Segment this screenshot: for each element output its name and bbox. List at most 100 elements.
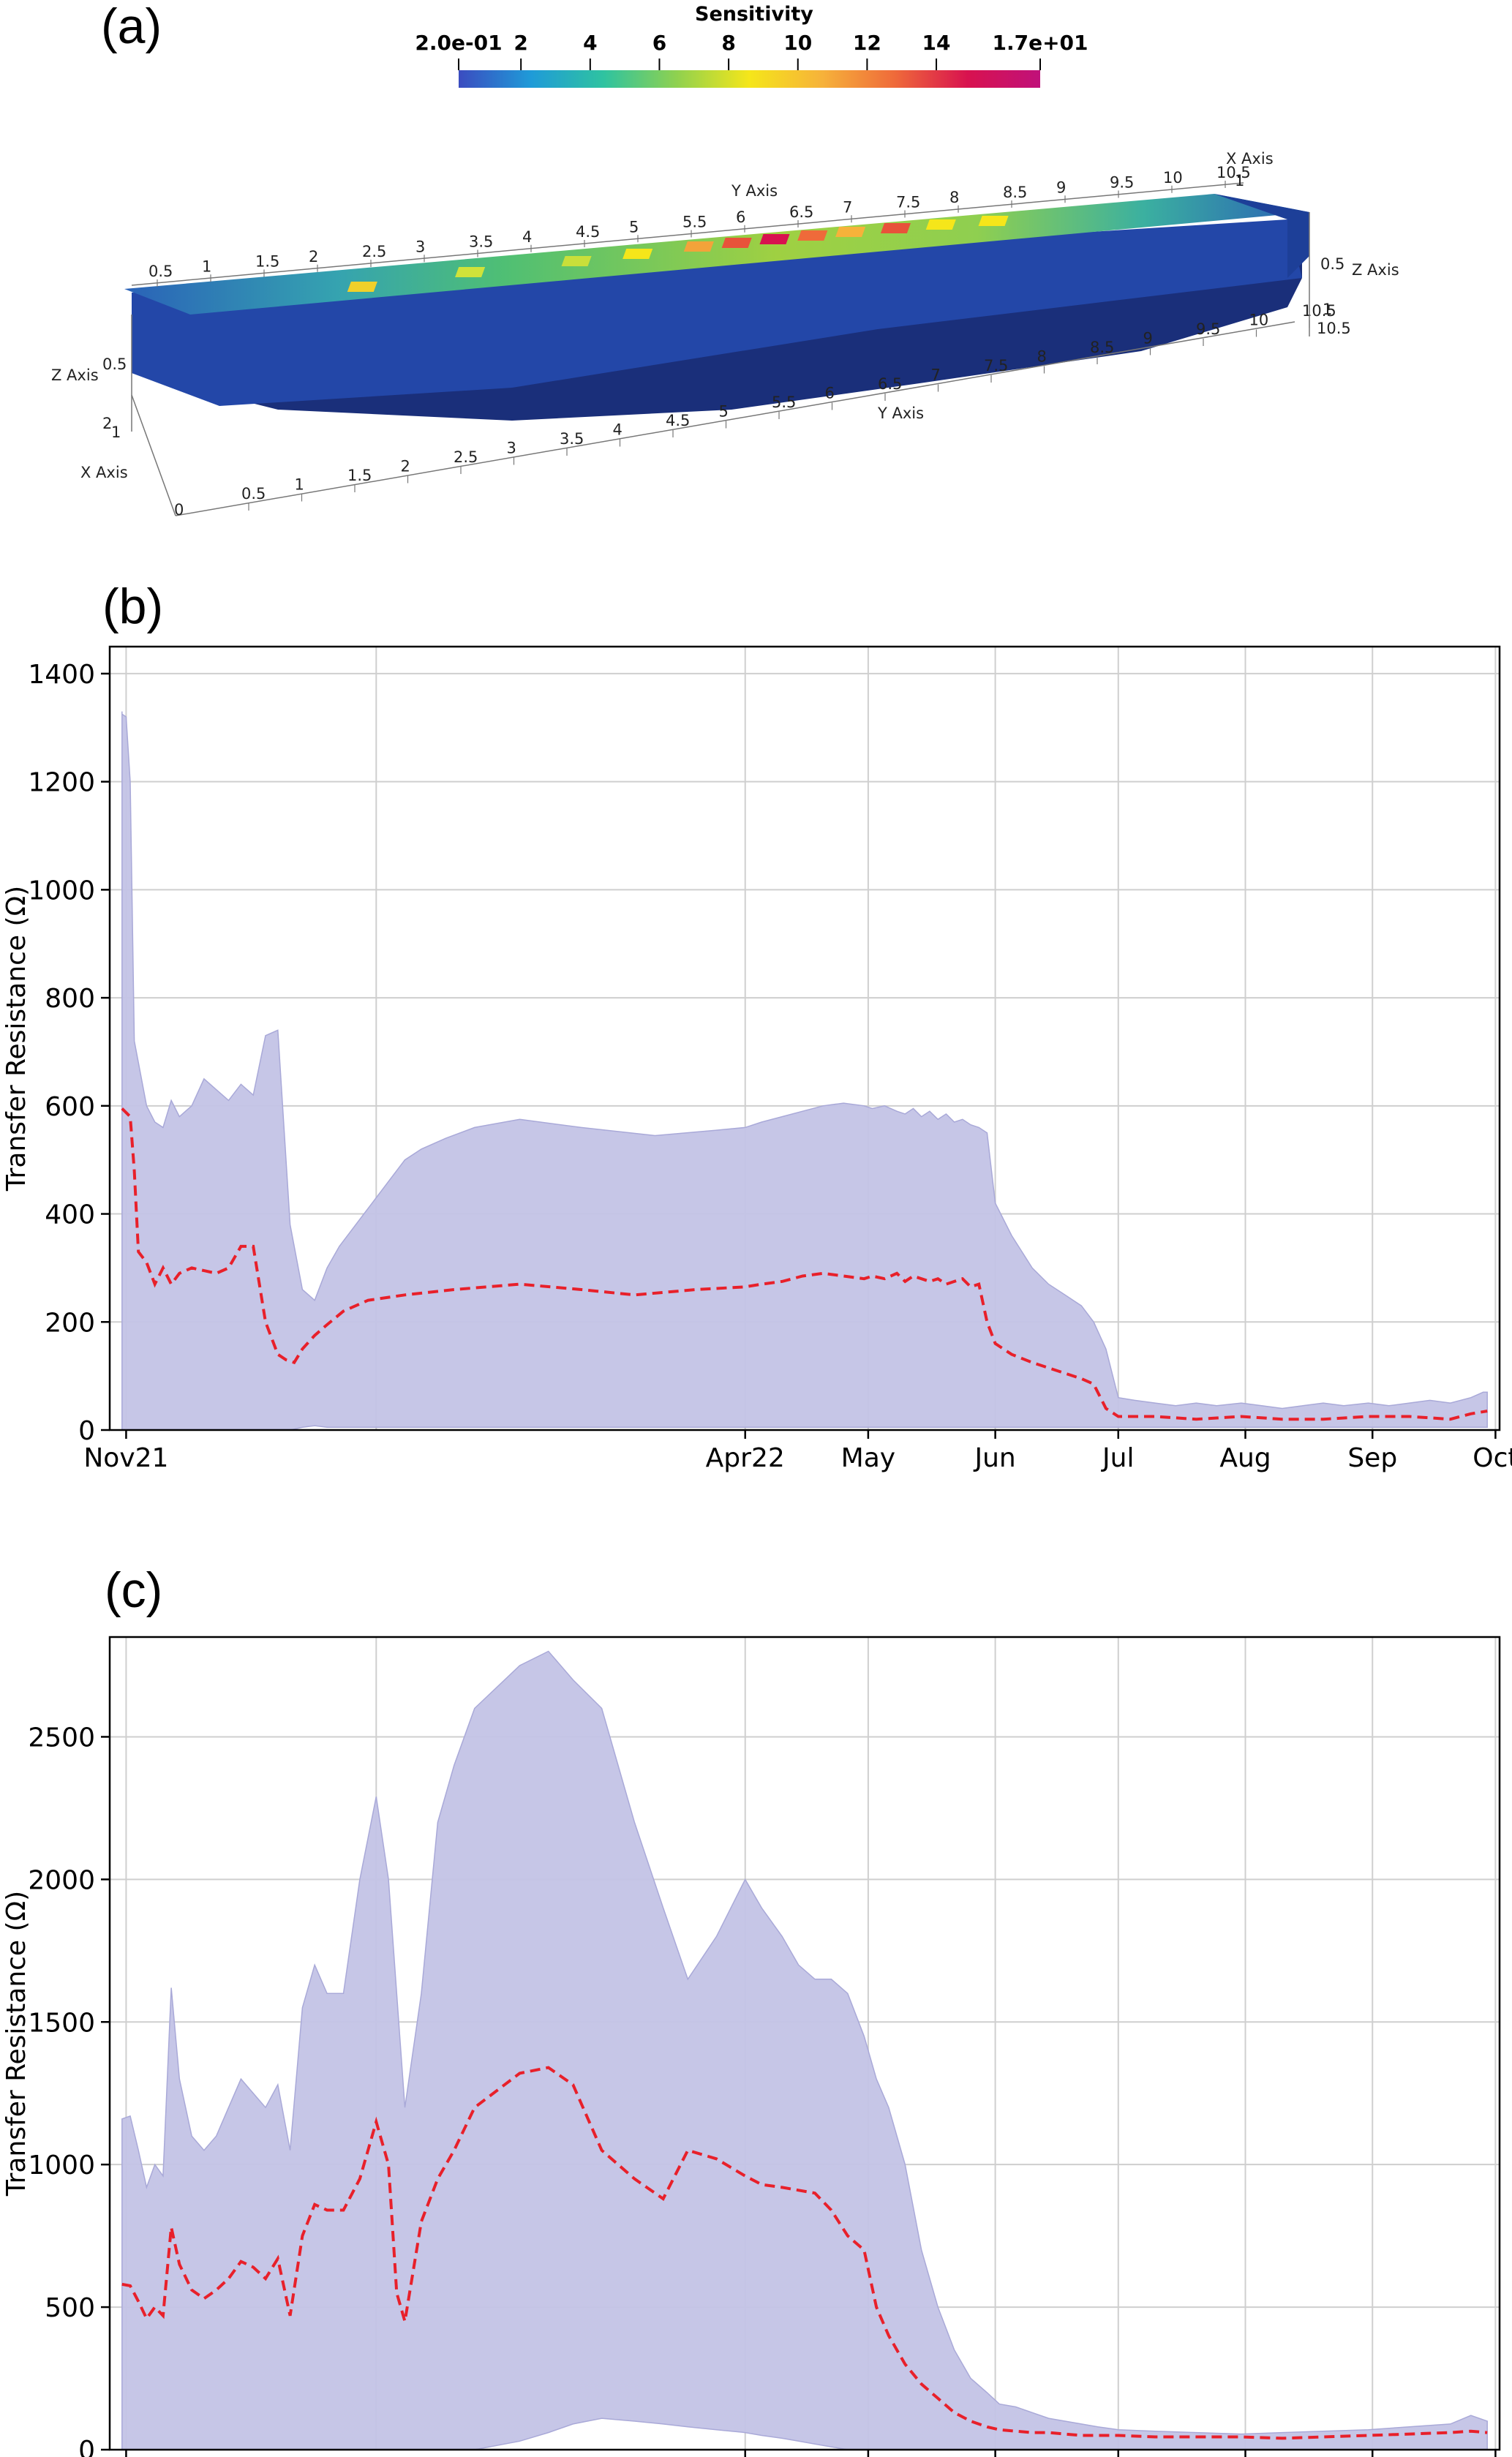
sensitivity-cell [797, 230, 828, 241]
top-y-tick-label: 6 [736, 208, 745, 226]
left-x-tick-label: 2 [102, 415, 112, 432]
x-tick-label: Jul [1101, 1443, 1134, 1473]
y-tick-label: 2000 [28, 1865, 95, 1895]
top-y-tick-label: 8.5 [1003, 184, 1027, 201]
left-x-axis-title: X Axis [80, 464, 128, 481]
model-top-surface [124, 194, 1309, 315]
right-y-tick-label: 10.5 [1317, 320, 1351, 337]
top-y-tick-label: 3 [415, 238, 425, 255]
y-tick-label: 0 [78, 2436, 95, 2457]
top-y-tick-label: 9.5 [1110, 174, 1134, 192]
uncertainty-band [121, 711, 1488, 1431]
sensitivity-cell [721, 238, 752, 248]
bottom-y-tick-label: 2 [401, 458, 410, 475]
colorbar [459, 70, 1040, 88]
y-axis-label: Transfer Resistance (Ω) [1, 886, 31, 1192]
colorbar-tick-label: 2 [514, 31, 527, 55]
sensitivity-cell [880, 223, 911, 233]
top-y-tick-label: 5 [629, 218, 639, 236]
bottom-y-axis-line [175, 321, 1295, 516]
colorbar-tick-label: 4 [583, 31, 597, 55]
top-x-axis-title: X Axis [1226, 150, 1274, 168]
sensitivity-cell [683, 241, 714, 252]
bottom-y-tick-label: 5 [719, 403, 729, 421]
top-y-tick-label: 4 [522, 228, 532, 246]
panel-a-label: (a) [101, 0, 162, 54]
top-y-tick-label: 2 [309, 248, 318, 266]
uncertainty-band [121, 1650, 1488, 2450]
y-axis-label: Transfer Resistance (Ω) [1, 1891, 31, 2197]
panel-b-label: (b) [102, 579, 164, 634]
bottom-y-tick-label: 3.5 [560, 430, 584, 448]
bottom-y-tick-label: 9.5 [1196, 320, 1220, 338]
sensitivity-cell [347, 282, 377, 292]
y-tick-label: 0 [78, 1416, 95, 1446]
bottom-y-tick-label: 10.5 [1302, 302, 1336, 320]
x-tick-label: Oct [1472, 1443, 1512, 1473]
model-front-face [132, 219, 1302, 406]
left-x-tick-label: 1 [111, 424, 121, 441]
top-y-tick-label: 2.5 [362, 243, 386, 260]
colorbar-tick-label: 10 [783, 31, 812, 55]
top-y-tick-label: 8 [949, 189, 959, 206]
y-tick-label: 400 [45, 1200, 95, 1230]
bottom-y-axis-title: Y Axis [877, 405, 924, 422]
bottom-y-tick-label: 6.5 [878, 375, 902, 393]
top-y-tick-label: 9 [1056, 178, 1066, 196]
bottom-y-tick-label: 8.5 [1090, 339, 1114, 356]
sensitivity-cell [623, 249, 653, 259]
top-y-tick-label: 1.5 [255, 253, 279, 271]
sensitivity-cell [561, 256, 592, 266]
colorbar-tick-label: 14 [922, 31, 951, 55]
bottom-y-tick-label: 7.5 [984, 357, 1008, 375]
median-line [121, 2066, 1488, 2440]
bottom-y-tick-label: 1.5 [347, 467, 372, 484]
sensitivity-cell [835, 227, 866, 237]
y-tick-label: 800 [45, 984, 95, 1014]
plot-frame [108, 1636, 1501, 2451]
bottom-y-tick-label: 4.5 [666, 412, 690, 429]
top-y-tick-label: 0.5 [148, 263, 173, 280]
right-z-tick-label: 0.5 [1320, 255, 1344, 273]
y-tick-label: 1200 [28, 768, 95, 798]
y-tick-label: 200 [45, 1308, 95, 1338]
y-tick-label: 500 [45, 2293, 95, 2323]
top-y-tick-label: 4.5 [576, 223, 600, 241]
top-y-tick-label: 10.5 [1216, 164, 1251, 181]
bottom-y-tick-label: 2.5 [454, 448, 478, 466]
bottom-y-tick-label: 4 [613, 421, 623, 439]
x-tick-label: Aug [1219, 1443, 1271, 1473]
top-y-axis-line [131, 182, 1244, 286]
y-tick-label: 2500 [28, 1723, 95, 1753]
panel-c-label: (c) [105, 1562, 163, 1618]
sensitivity-cell [455, 267, 486, 277]
colorbar-title: Sensitivity [695, 3, 813, 26]
left-z-tick-label: 0.5 [102, 355, 127, 373]
median-line [121, 1107, 1488, 1421]
model-right-face [1214, 194, 1309, 278]
sensitivity-cell [759, 234, 790, 244]
right-z-tick-label: 1 [1323, 301, 1332, 318]
sensitivity-cell [925, 219, 956, 230]
left-x-axis-line [131, 394, 176, 516]
top-y-tick-label: 7 [843, 198, 852, 216]
bottom-y-tick-label: 10 [1249, 312, 1269, 329]
y-tick-label: 1000 [28, 876, 95, 906]
plot-frame [108, 645, 1501, 1431]
top-y-tick-label: 5.5 [682, 214, 707, 231]
y-tick-label: 1000 [28, 2151, 95, 2181]
x-tick-label: Nov21 [83, 1443, 168, 1473]
left-x-tick-label: 0 [174, 501, 184, 519]
y-tick-label: 1400 [28, 660, 95, 690]
y-tick-label: 1500 [28, 2008, 95, 2038]
chart-b: 0 200 400 600 800 1000 1200 1400 Nov21 Apr22 May Ju… [1, 645, 1512, 1473]
colorbar-tick-label: 6 [652, 31, 666, 55]
x-tick-label: Sep [1347, 1443, 1397, 1473]
left-z-axis-title: Z Axis [51, 366, 99, 384]
top-y-tick-label: 7.5 [896, 194, 920, 211]
colorbar-tick-label: 1.7e+01 [992, 31, 1088, 55]
bottom-y-tick-label: 5.5 [772, 394, 796, 411]
bottom-y-tick-label: 1 [295, 476, 304, 494]
bottom-y-tick-label: 6 [825, 385, 835, 402]
